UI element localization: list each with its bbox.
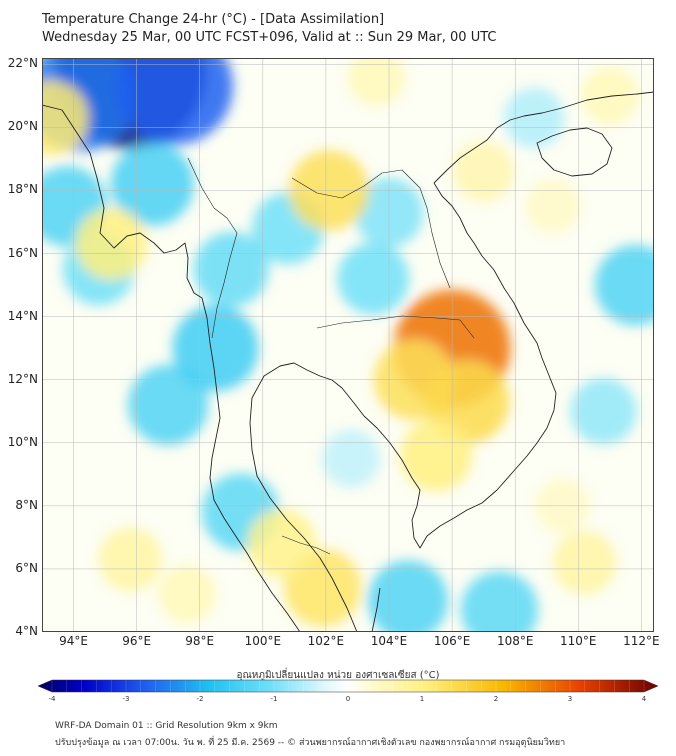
anomaly-blob	[525, 178, 581, 234]
footer-update-info: ปรับปรุงข้อมูล ณ เวลา 07:00น. วัน พ. ที่…	[55, 738, 566, 748]
lat-tick-label: 8°N	[15, 497, 38, 512]
lon-tick-label: 108°E	[496, 634, 534, 648]
anomaly-blob	[367, 560, 449, 632]
border-cambodia	[316, 315, 475, 339]
colorbar-tick-label: 1	[419, 695, 425, 703]
anomaly-blob	[172, 305, 259, 392]
anomaly-blob	[158, 565, 217, 624]
footer-domain-info: WRF-DA Domain 01 :: Grid Resolution 9km …	[55, 721, 278, 731]
lon-tick-label: 104°E	[370, 634, 408, 648]
colorbar-tick-label: -2	[196, 695, 204, 703]
anomaly-blob	[460, 571, 539, 632]
anomaly-blob	[337, 242, 410, 315]
border-thailand-malaysia	[281, 535, 331, 555]
border-laos	[291, 169, 451, 289]
anomaly-blob	[116, 58, 233, 145]
lon-tick-label: 110°E	[560, 634, 597, 648]
anomaly-blob	[503, 87, 565, 149]
lon-tick-label: 96°E	[122, 634, 152, 648]
coastline-cambodia-vietnam	[363, 182, 557, 549]
colorbar-tick-label: 3	[567, 695, 573, 703]
coastline-gulf-of-thailand-west	[249, 362, 365, 632]
colorbar-tick-label: 4	[641, 695, 647, 703]
temperature-change-map	[42, 58, 654, 632]
lat-tick-label: 22°N	[7, 56, 38, 71]
lat-tick-label: 18°N	[7, 182, 38, 197]
title-line-1: Temperature Change 24-hr (°C) - [Data As…	[42, 12, 385, 27]
colorbar-tick-label: -1	[270, 695, 278, 703]
colorbar	[38, 679, 658, 693]
colorbar-tick-label: 2	[493, 695, 499, 703]
lat-tick-label: 14°N	[7, 308, 38, 323]
anomaly-blob	[75, 208, 148, 281]
lat-tick-label: 4°N	[15, 624, 38, 638]
anomaly-blob	[322, 429, 381, 488]
lat-tick-label: 16°N	[7, 245, 38, 260]
anomaly-blob	[127, 364, 209, 446]
anomaly-blob	[347, 58, 406, 106]
lon-tick-label: 94°E	[59, 634, 88, 648]
title-line-2: Wednesday 25 Mar, 00 UTC FCST+096, Valid…	[42, 30, 497, 45]
anomaly-blob	[580, 66, 639, 125]
coastline-malay-east	[371, 587, 381, 632]
lon-tick-label: 106°E	[433, 634, 471, 648]
anomaly-blob	[570, 378, 637, 445]
anomaly-blob	[42, 80, 89, 156]
lat-tick-label: 12°N	[7, 371, 38, 386]
map-panel	[42, 58, 654, 632]
lat-tick-label: 10°N	[7, 434, 38, 449]
lon-tick-label: 112°E	[623, 634, 660, 648]
lat-tick-label: 6°N	[15, 560, 38, 575]
coastline-gulf-of-tonkin	[433, 91, 654, 184]
anomaly-blob	[193, 231, 269, 307]
lon-tick-label: 102°E	[307, 634, 345, 648]
border-myanmar-thailand	[187, 157, 238, 339]
anomaly-blob	[247, 509, 317, 579]
anomaly-blob	[98, 527, 163, 592]
colorbar-tick-label: -3	[122, 695, 130, 703]
anomaly-blob	[453, 141, 515, 202]
coastline-andaman-sea	[209, 342, 301, 632]
anomaly-blob	[110, 142, 195, 226]
lat-tick-label: 20°N	[7, 119, 38, 134]
colorbar-tick-label: -4	[48, 695, 56, 703]
lon-tick-label: 98°E	[185, 634, 215, 648]
colorbar-tick-label: 0	[345, 695, 351, 703]
coastline-myanmar-west	[42, 104, 211, 344]
coastline-hainan	[536, 127, 613, 177]
map-frame	[42, 58, 654, 632]
lon-tick-label: 100°E	[244, 634, 282, 648]
colorbar-ramp	[38, 679, 658, 693]
anomaly-blob	[594, 244, 654, 326]
anomaly-blob	[552, 530, 617, 595]
anomaly-blob	[400, 419, 473, 492]
colorbar-title: อุณหภูมิเปลี่ยนแปลง หน่วย องศาเซลเซียส (…	[236, 670, 440, 681]
